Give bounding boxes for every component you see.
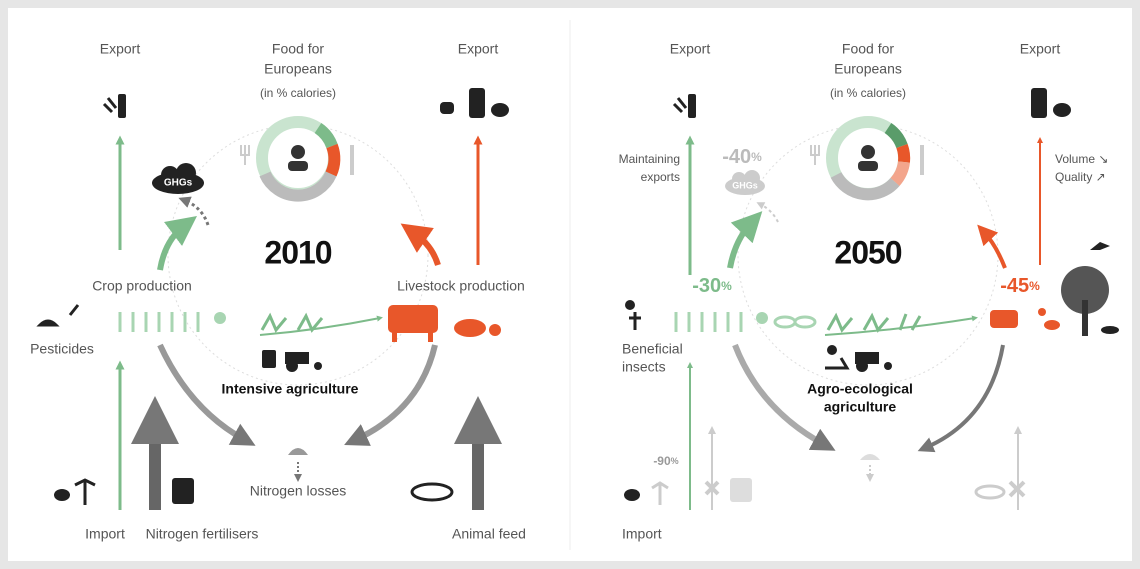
insects-label: insects [622, 359, 666, 375]
maintaining-label: exports [641, 170, 680, 184]
change-unit: % [671, 456, 679, 466]
import-change: -90% [653, 454, 678, 468]
nitrogen-label: Nitrogen losses [250, 483, 347, 499]
food-title: Europeans [264, 61, 332, 77]
food-title: Food for [272, 41, 324, 57]
export-label: Export [1020, 41, 1061, 57]
export-label: Export [100, 41, 141, 57]
livestock-label: Livestock production [397, 278, 525, 294]
agriculture-label: agriculture [824, 399, 897, 415]
change-number: -40 [722, 146, 751, 168]
export-label: Export [670, 41, 711, 57]
import-label: Import [85, 526, 125, 542]
change-number: -30 [692, 275, 721, 297]
fertilisers-label: Nitrogen fertilisers [146, 526, 259, 542]
agriculture-label: Intensive agriculture [222, 381, 359, 397]
food-title: Food for [842, 41, 894, 57]
insects-label: Beneficial [622, 341, 683, 357]
food-subtitle: (in % calories) [830, 86, 906, 100]
year: 2050 [834, 234, 901, 270]
food-subtitle: (in % calories) [260, 86, 336, 100]
import-label: Import [622, 526, 662, 542]
quality-label: Quality ↗ [1055, 170, 1106, 184]
maintaining-label: Maintaining [619, 152, 680, 166]
ghg-label: GHGs [164, 178, 193, 189]
year: 2010 [264, 234, 331, 270]
export-label: Export [458, 41, 499, 57]
change-unit: % [721, 279, 732, 293]
ghg-label: GHGs [732, 180, 758, 190]
food-title: Europeans [834, 61, 902, 77]
change-unit: % [1029, 279, 1040, 293]
change-number: -90 [653, 454, 671, 468]
change-number: -45 [1000, 275, 1029, 297]
pesticides-label: Pesticides [30, 341, 94, 357]
diagram: Export Export Food for Europeans (in % c… [0, 0, 1140, 569]
agriculture-label: Agro-ecological [807, 381, 913, 397]
change-unit: % [751, 150, 762, 164]
feed-label: Animal feed [452, 526, 526, 542]
crop-label: Crop production [92, 278, 192, 294]
volume-label: Volume ↘ [1055, 152, 1108, 166]
